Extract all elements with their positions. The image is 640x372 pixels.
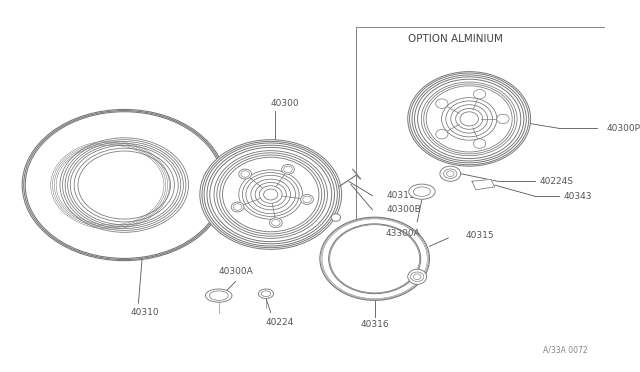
Ellipse shape bbox=[408, 269, 427, 284]
Ellipse shape bbox=[474, 139, 486, 148]
Ellipse shape bbox=[474, 89, 486, 99]
Ellipse shape bbox=[436, 99, 448, 108]
Ellipse shape bbox=[269, 218, 282, 228]
Text: 40300P: 40300P bbox=[606, 124, 640, 133]
Ellipse shape bbox=[440, 166, 461, 181]
Ellipse shape bbox=[408, 72, 531, 166]
Ellipse shape bbox=[282, 164, 294, 174]
Text: 43300A: 43300A bbox=[386, 229, 420, 238]
Polygon shape bbox=[472, 179, 495, 190]
Ellipse shape bbox=[436, 129, 448, 139]
Text: 40300A: 40300A bbox=[218, 267, 253, 276]
Text: 40300B: 40300B bbox=[387, 205, 422, 214]
Text: OPTION ALMINIUM: OPTION ALMINIUM bbox=[408, 33, 502, 44]
Text: A/33A 0072: A/33A 0072 bbox=[543, 346, 588, 355]
Ellipse shape bbox=[231, 202, 244, 212]
Text: 40316: 40316 bbox=[360, 320, 389, 330]
Ellipse shape bbox=[332, 214, 340, 221]
Ellipse shape bbox=[409, 184, 435, 199]
Text: 40343: 40343 bbox=[564, 192, 592, 201]
Ellipse shape bbox=[205, 289, 232, 302]
Ellipse shape bbox=[497, 114, 509, 124]
Text: 40224S: 40224S bbox=[540, 177, 574, 186]
Text: 40310: 40310 bbox=[131, 308, 159, 317]
Ellipse shape bbox=[22, 109, 227, 261]
Ellipse shape bbox=[200, 140, 342, 249]
Text: 40311: 40311 bbox=[387, 191, 415, 200]
Text: 40224: 40224 bbox=[266, 318, 294, 327]
Text: 40315: 40315 bbox=[465, 231, 494, 240]
Ellipse shape bbox=[239, 169, 252, 179]
Text: 40300: 40300 bbox=[271, 99, 300, 108]
Ellipse shape bbox=[320, 217, 429, 300]
Ellipse shape bbox=[259, 289, 273, 298]
Ellipse shape bbox=[301, 195, 314, 204]
